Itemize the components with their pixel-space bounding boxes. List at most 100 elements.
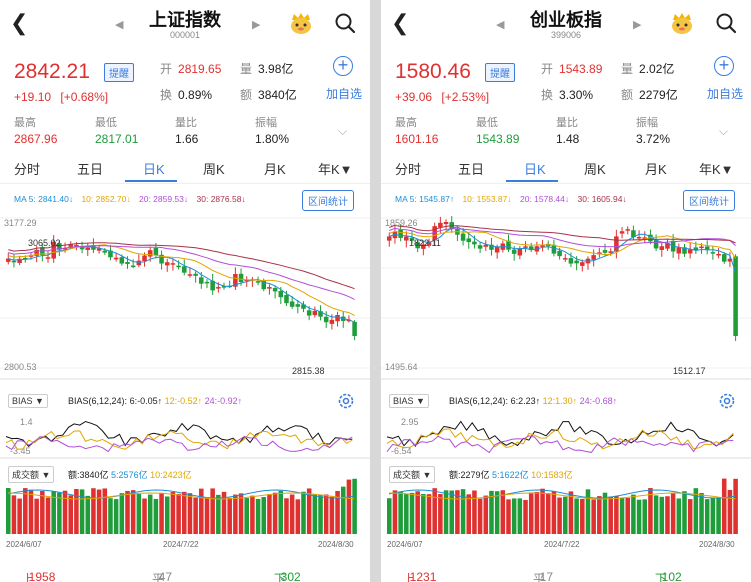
volume-bar (312, 494, 318, 534)
range-stats-button[interactable]: 区间统计 (683, 190, 735, 211)
ma-legend: MA 5: 1545.87↑ 10: 1553.87↓ 20: 1578.44↓… (395, 194, 633, 204)
volume-bar (318, 494, 323, 534)
index-title: 创业板指 (530, 10, 602, 30)
candle-body (432, 226, 437, 241)
chinext-index-panel: ❮ ◀ 创业板指 399006 ▶ 1580.46 提醒 +39.06 [+2.… (381, 0, 751, 582)
back-icon[interactable]: ❮ (391, 10, 410, 35)
volume-select[interactable]: 成交额 ▼ (389, 466, 436, 483)
mascot-icon[interactable] (669, 12, 695, 34)
next-index-icon[interactable]: ▶ (633, 19, 642, 31)
tab-weekly-k[interactable]: 周K (203, 162, 225, 177)
candle-body (489, 244, 494, 250)
add-watchlist-icon[interactable]: + (333, 56, 353, 76)
candle-body (477, 245, 483, 249)
candle-body (130, 265, 136, 268)
market-breadth: 上涨 1231家 平盘 17家 下跌 102家 (381, 556, 751, 582)
bias-select[interactable]: BIAS ▼ (8, 394, 48, 408)
ma10-label: 10: 1553.87↓ (462, 194, 512, 204)
volume-bar (272, 492, 278, 534)
volume-bar (460, 489, 466, 534)
chevron-down-icon[interactable]: ⌵ (338, 124, 348, 138)
tab-daily-k[interactable]: 日K (143, 162, 165, 177)
volume-bar (119, 493, 125, 534)
tab-weekly-k[interactable]: 周K (584, 162, 606, 177)
volume-bar (301, 491, 306, 534)
volume-bar (340, 486, 346, 534)
volume-bar (238, 493, 244, 534)
candle-body (159, 254, 164, 264)
back-icon[interactable]: ❮ (10, 10, 29, 35)
volume-bar (346, 479, 352, 534)
tab-five-day[interactable]: 五日 (458, 162, 485, 177)
flat-stat: 平盘 47家 (152, 570, 173, 582)
tab-intraday[interactable]: 分时 (395, 162, 422, 177)
bias-select[interactable]: BIAS ▼ (389, 394, 429, 408)
next-index-icon[interactable]: ▶ (252, 19, 261, 31)
candle-body (96, 248, 102, 251)
add-watchlist-button[interactable]: 加自选 (326, 87, 363, 101)
candle-body (636, 236, 642, 239)
candle-body (108, 250, 113, 258)
tab-monthly-k[interactable]: 月K (645, 162, 667, 177)
high-value: 1601.16 (395, 132, 439, 146)
amount-stat: 额 3840亿 (240, 88, 297, 102)
candle-body (23, 257, 28, 260)
up-stat: 上涨 1231家 (403, 570, 437, 582)
volume-bar (602, 492, 608, 534)
candle-body (284, 295, 289, 304)
volume-bar (472, 490, 477, 534)
candle-body (85, 247, 91, 250)
search-icon[interactable] (334, 12, 356, 34)
search-icon[interactable] (715, 12, 737, 34)
remind-button[interactable]: 提醒 (104, 63, 134, 82)
bias-line-6 (386, 420, 734, 447)
tab-yearly-k[interactable]: 年K▼ (699, 162, 734, 177)
candle-body (289, 301, 295, 307)
volume-bar (233, 494, 238, 534)
tab-daily-k[interactable]: 日K (524, 162, 546, 177)
volume-bar (693, 488, 699, 534)
range-stats-button[interactable]: 区间统计 (302, 190, 354, 211)
volume-select[interactable]: 成交额 ▼ (8, 466, 55, 483)
tab-intraday[interactable]: 分时 (14, 162, 41, 177)
candle-body (721, 254, 727, 262)
price-change: +19.10 [+0.68%] (14, 90, 108, 104)
tab-yearly-k[interactable]: 年K▼ (318, 162, 353, 177)
mascot-icon[interactable] (288, 12, 314, 34)
gear-icon[interactable] (337, 392, 355, 410)
kline-chart[interactable]: 1859.26 1822.11 1495.64 1512.17 2.95 -6.… (381, 208, 751, 540)
down-stat: 下跌 302家 (274, 570, 301, 582)
bias-line-24 (5, 435, 353, 453)
volume-bar (483, 495, 489, 534)
date-end: 2024/8/30 (699, 540, 735, 549)
candle-body (34, 249, 39, 256)
volume-bar (449, 490, 454, 534)
volume-bar (352, 478, 357, 534)
volume-bar (323, 494, 329, 534)
candle-body (392, 232, 398, 239)
volume-bar (130, 490, 136, 534)
volume-bar (335, 490, 340, 534)
candle-body (591, 255, 596, 260)
volume-bar (398, 491, 403, 534)
tab-monthly-k[interactable]: 月K (264, 162, 286, 177)
tab-five-day[interactable]: 五日 (77, 162, 104, 177)
ma30-label: 30: 2876.58↓ (196, 194, 246, 204)
kline-chart[interactable]: 3177.29 3065.02 2800.53 2815.38 1.4 -3.4… (0, 208, 370, 540)
candle-body (216, 287, 221, 289)
prev-index-icon[interactable]: ◀ (115, 19, 124, 31)
top-bar: ❮ ◀ 创业板指 399006 ▶ (381, 0, 751, 48)
add-watchlist-button[interactable]: 加自选 (707, 87, 744, 101)
market-breadth: 上涨 1958家 平盘 47家 下跌 302家 (0, 556, 370, 582)
add-watchlist-icon[interactable]: + (714, 56, 734, 76)
prev-index-icon[interactable]: ◀ (496, 19, 505, 31)
bias-line-12 (386, 428, 734, 450)
gear-icon[interactable] (718, 392, 736, 410)
chevron-down-icon[interactable]: ⌵ (719, 124, 729, 138)
volume-bar (557, 497, 562, 534)
ma-legend: MA 5: 2841.40↓ 10: 2852.70↓ 20: 2859.53↓… (14, 194, 252, 204)
candle-body (602, 250, 608, 253)
volume-bar (210, 488, 215, 534)
remind-button[interactable]: 提醒 (485, 63, 515, 82)
candle-body (187, 274, 193, 276)
